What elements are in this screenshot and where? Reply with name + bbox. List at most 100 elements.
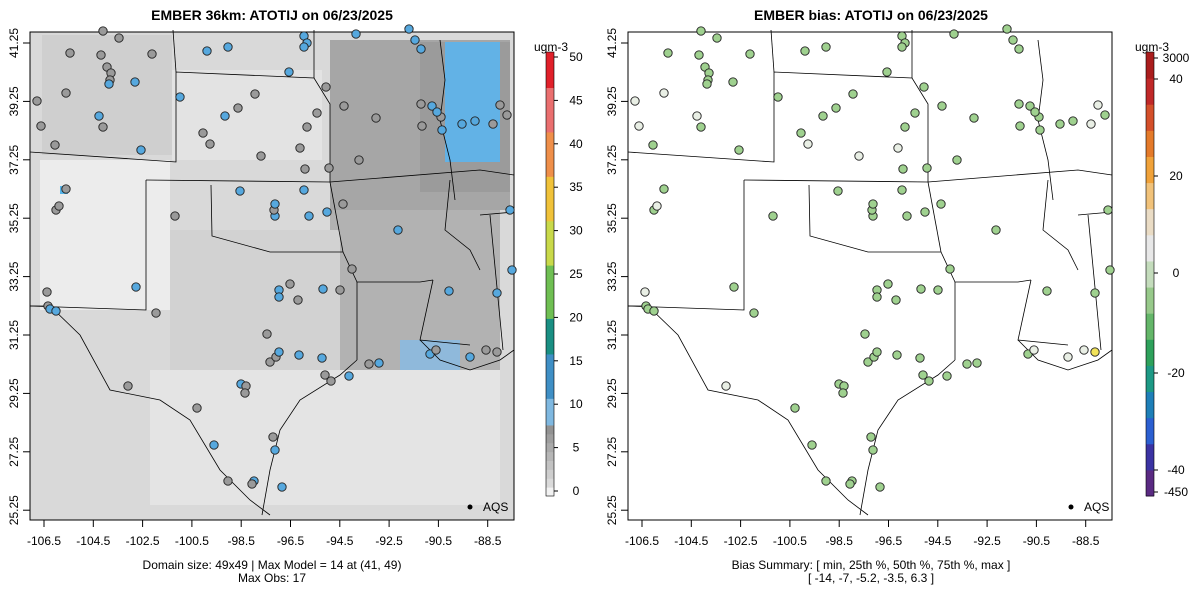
colorbar-cell (546, 238, 554, 248)
observation-point (326, 376, 336, 386)
bias-point (848, 89, 858, 99)
observation-point (374, 358, 384, 368)
bias-point (915, 353, 925, 363)
colorbar-cell (546, 291, 554, 302)
observation-point (324, 163, 334, 173)
y-tick-label: 31.25 (7, 320, 21, 350)
observation-point (417, 121, 427, 131)
x-tick-label: -106.5 (27, 534, 61, 548)
observation-point (285, 279, 295, 289)
bias-point (1055, 119, 1065, 129)
colorbar-cell (546, 167, 554, 177)
observation-point (223, 476, 233, 486)
colorbar-cell (546, 353, 554, 364)
colorbar-cell (546, 105, 554, 115)
colorbar-cell (1146, 313, 1154, 340)
bias-point (937, 101, 947, 111)
observation-point (235, 186, 245, 196)
bias-point (910, 108, 920, 118)
colorbar-cell (546, 149, 554, 160)
observation-point (240, 388, 250, 398)
observation-point (299, 185, 309, 195)
colorbar-tick-label: 25 (569, 267, 583, 281)
right-legend-marker (1068, 504, 1074, 510)
observation-point (351, 29, 361, 39)
colorbar-cell (546, 300, 554, 311)
observation-point (50, 140, 60, 150)
bias-point (868, 445, 878, 455)
colorbar-cell (546, 176, 554, 186)
colorbar-cell (546, 60, 554, 71)
colorbar-cell (546, 131, 554, 142)
x-tick-label: -102.5 (126, 534, 160, 548)
observation-point (304, 211, 314, 221)
bias-point (728, 77, 738, 87)
colorbar-cell (546, 123, 554, 133)
observation-point (170, 211, 180, 221)
bias-point (692, 111, 702, 121)
observation-point (302, 122, 312, 132)
left-y-axis: 41.25 39.25 37.25 35.25 33.25 31.25 29.25 27.25… (7, 28, 30, 525)
bias-point (891, 295, 901, 305)
observation-point (270, 199, 280, 209)
colorbar-tick-label: 40 (569, 137, 583, 151)
bias-point (818, 111, 828, 121)
y-tick-label: 39.25 (605, 86, 619, 116)
y-tick-label: 27.25 (605, 436, 619, 466)
observation-point (465, 352, 475, 362)
colorbar-tick-label: 15 (569, 354, 583, 368)
observation-point (312, 108, 322, 118)
right-x-axis: -106.5 -104.5 -102.5 -100.5 -98.5 -96.5 -94.5 -… (625, 520, 1100, 548)
left-panel-title: EMBER 36km: ATOTIJ on 06/23/2025 (151, 7, 393, 23)
observation-point (94, 111, 104, 121)
observation-point (42, 287, 52, 297)
observation-point (205, 139, 215, 149)
colorbar-cell (546, 407, 554, 417)
y-tick-label: 35.25 (605, 203, 619, 233)
observation-point (98, 122, 108, 132)
colorbar-cell (1146, 391, 1154, 419)
colorbar-tick-label: 50 (569, 50, 583, 64)
y-tick-label: 25.25 (605, 495, 619, 525)
y-tick-label: 35.25 (7, 203, 21, 233)
observation-point (347, 264, 357, 274)
x-tick-label: -98.5 (228, 534, 256, 548)
bias-point (854, 151, 864, 161)
observation-point (198, 128, 208, 138)
colorbar-cell (546, 345, 554, 355)
bias-point (893, 143, 903, 153)
colorbar-cell (546, 247, 554, 257)
x-tick-label: -100.5 (175, 534, 209, 548)
colorbar-cell (1146, 260, 1154, 288)
left-colorbar: 0 5 10 15 20 25 30 35 40 45 50 (545, 50, 583, 498)
observation-point (61, 88, 71, 98)
bias-point (1086, 119, 1096, 129)
observation-point (32, 96, 42, 106)
bias-point (663, 48, 673, 58)
bias-point (882, 67, 892, 77)
colorbar-tick-label: 30 (569, 224, 583, 238)
observation-point (294, 350, 304, 360)
observation-point (322, 207, 332, 217)
bias-point (845, 479, 855, 489)
observation-point (299, 42, 309, 52)
bias-point (892, 350, 902, 360)
colorbar-tick-label: 5 (573, 441, 580, 455)
x-tick-label: -106.5 (625, 534, 659, 548)
bias-point (734, 145, 744, 155)
bias-point (694, 50, 704, 60)
bias-point (1029, 345, 1039, 355)
x-tick-label: -94.5 (924, 534, 952, 548)
bias-point (696, 122, 706, 132)
bias-point (833, 186, 843, 196)
y-tick-label: 33.25 (605, 261, 619, 291)
colorbar-cell (546, 211, 554, 222)
observation-point (36, 121, 46, 131)
observation-point (284, 67, 294, 77)
colorbar-cell (546, 229, 554, 239)
observation-point (432, 107, 442, 117)
bias-point (952, 155, 962, 165)
right-colorbar-units: ugm-3 (1135, 40, 1169, 54)
colorbar-tick-label: 10 (569, 397, 583, 411)
bias-point (1008, 35, 1018, 45)
